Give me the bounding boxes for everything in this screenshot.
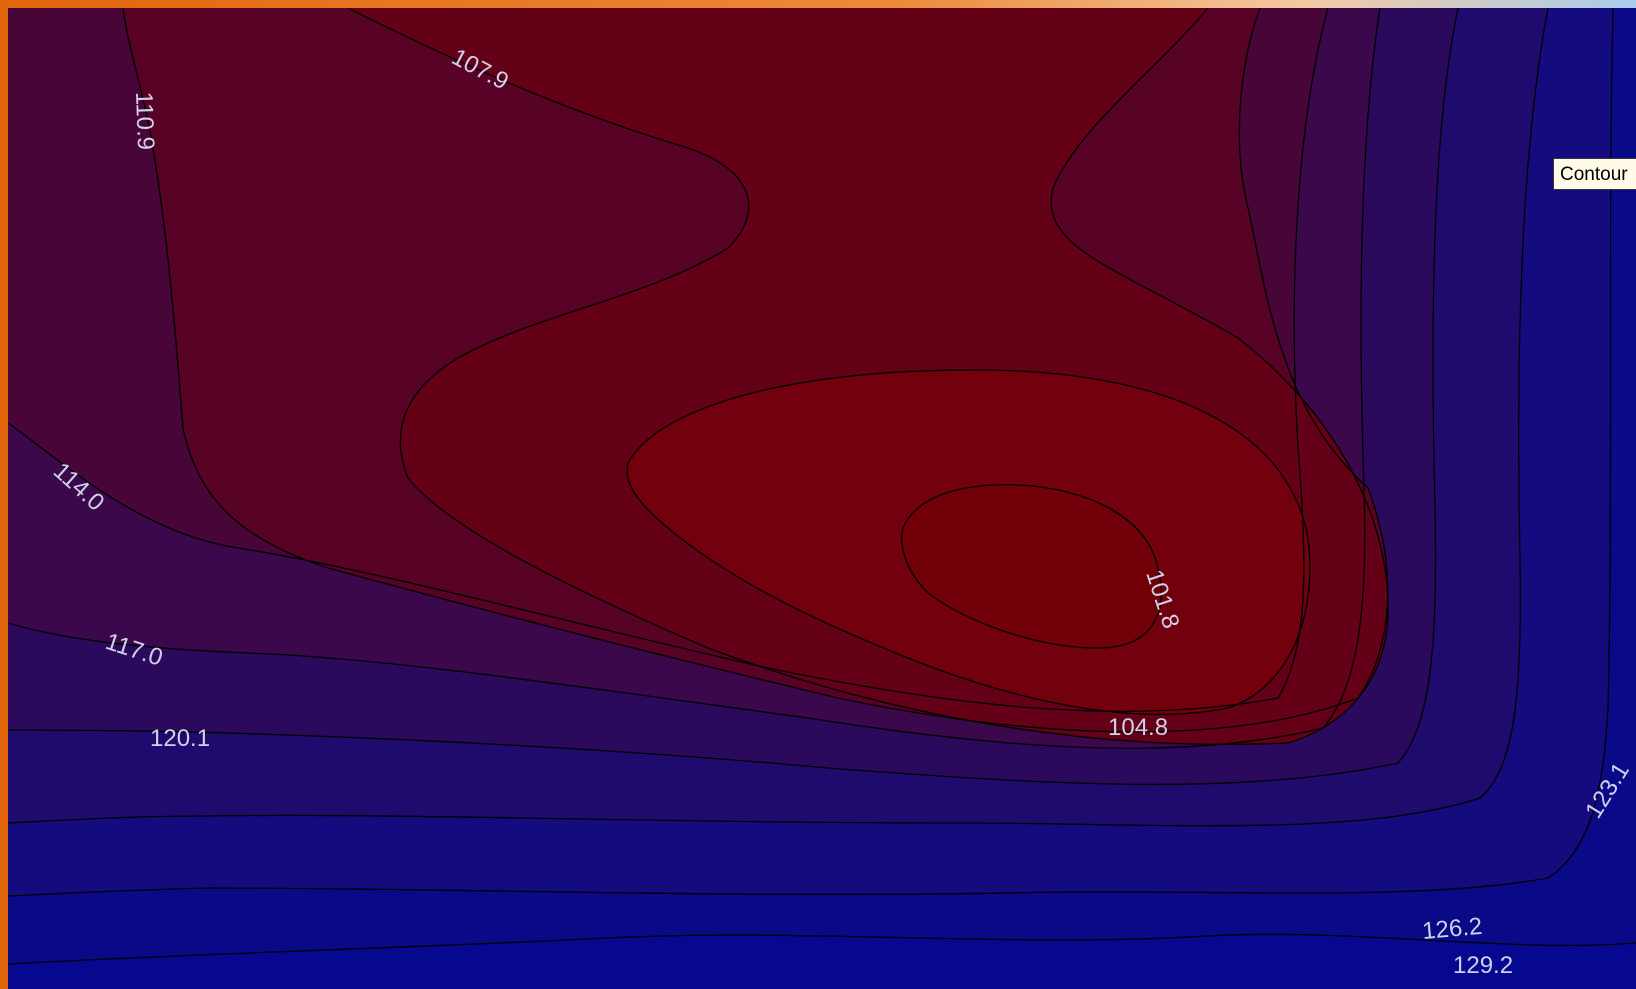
contour-line-110-9: [122, 8, 1389, 733]
contour-label-120-1: 120.1: [150, 725, 210, 752]
contour-label-129-2: 129.2: [1453, 952, 1513, 979]
contour-line-126-2: [8, 8, 1614, 897]
contour-line-120-1: [8, 8, 1459, 786]
contour-line-123-1: [8, 8, 1549, 827]
contour-label-110-9: 110.9: [130, 91, 159, 150]
contour-label-126-2: 126.2: [1421, 913, 1483, 945]
contour-line-107-9: [347, 8, 1389, 746]
contour-line-104-8: [626, 369, 1311, 716]
contour-line-101-8: [901, 484, 1162, 649]
contour-line-129-2: [8, 933, 1636, 965]
contour-line-114-0: [8, 8, 1329, 713]
contour-plot-area: 110.9 107.9 114.0 117.0 120.1 101.8 104.…: [8, 8, 1636, 989]
contour-line-117-0: [8, 8, 1381, 749]
contour-plot: 110.9 107.9 114.0 117.0 120.1 101.8 104.…: [8, 8, 1636, 989]
contour-tooltip: Contour: [1553, 158, 1636, 190]
contour-band-fill-min: [901, 484, 1162, 648]
contour-label-104-8: 104.8: [1108, 714, 1168, 741]
